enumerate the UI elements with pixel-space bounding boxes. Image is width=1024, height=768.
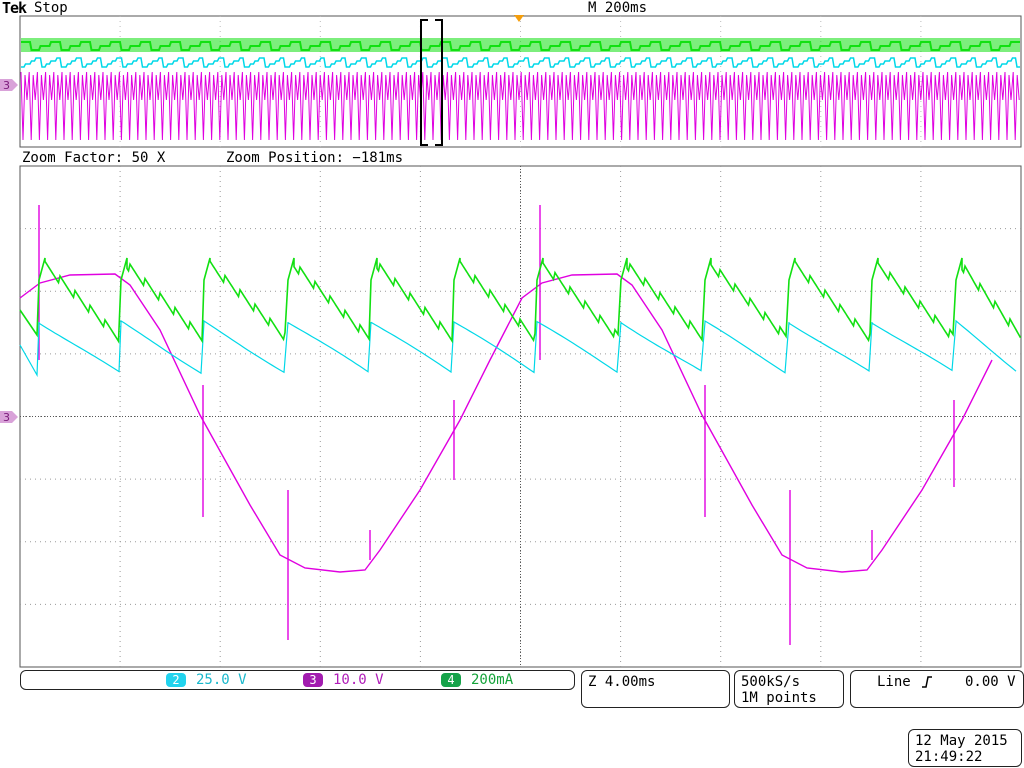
ch2-readout[interactable]: 2 25.0 V xyxy=(166,672,247,688)
ch2-badge: 2 xyxy=(166,673,186,687)
time: 21:49:22 xyxy=(915,749,983,765)
svg-text:3: 3 xyxy=(3,411,10,424)
ch2-scale: 25.0 V xyxy=(196,672,247,688)
ch3-badge: 3 xyxy=(303,673,323,687)
tek-logo: Tek xyxy=(2,0,27,17)
ch3-readout[interactable]: 3 10.0 V xyxy=(303,672,384,688)
acquisition-readout[interactable]: 500kS/s 1M points xyxy=(734,670,844,708)
main-timebase-readout: M 200ms xyxy=(588,0,648,16)
ov-ch3-trace xyxy=(20,71,1020,141)
zoom-factor-readout: Zoom Factor: 50 X xyxy=(22,150,166,166)
ch4-readout[interactable]: 4 200mA xyxy=(441,672,513,688)
ch3-ground-marker-zoom[interactable]: 3 xyxy=(0,411,18,424)
ch3-trace xyxy=(19,273,993,573)
ch4-trace xyxy=(19,257,1022,344)
svg-text:3: 3 xyxy=(3,79,10,92)
rising-edge-icon xyxy=(922,676,932,688)
channel-readout-bar[interactable]: 2 25.0 V 3 10.0 V 4 200mA xyxy=(20,670,575,690)
ch2-trace xyxy=(19,319,1017,378)
ov-ch2-trace xyxy=(21,57,1020,68)
ov-ch4-band xyxy=(21,38,1020,52)
trigger-level: 0.00 V xyxy=(965,674,1016,690)
ch3-scale: 10.0 V xyxy=(333,672,384,688)
record-length: 1M points xyxy=(741,690,817,706)
zoom-graticule xyxy=(20,166,1021,667)
ch4-scale: 200mA xyxy=(471,672,514,688)
trigger-readout[interactable]: Line 0.00 V xyxy=(850,670,1024,708)
date: 12 May 2015 xyxy=(915,733,1008,749)
trigger-position-marker xyxy=(514,15,524,22)
datetime-readout: 12 May 2015 21:49:22 xyxy=(908,729,1022,767)
ch4-badge: 4 xyxy=(441,673,461,687)
zoom-region-bracket[interactable] xyxy=(420,19,443,146)
acquisition-status: Stop xyxy=(34,0,68,16)
sample-rate: 500kS/s xyxy=(741,674,801,690)
overview-traces xyxy=(20,38,1020,141)
horizontal-readout[interactable]: Z 4.00ms xyxy=(581,670,730,708)
zoom-scale: Z 4.00ms xyxy=(588,674,656,690)
trigger-source: Line xyxy=(877,674,911,690)
ch3-ground-marker-overview[interactable]: 3 xyxy=(0,79,18,92)
zoom-position-readout: Zoom Position: −181ms xyxy=(226,150,404,166)
zoom-traces xyxy=(19,205,1022,645)
